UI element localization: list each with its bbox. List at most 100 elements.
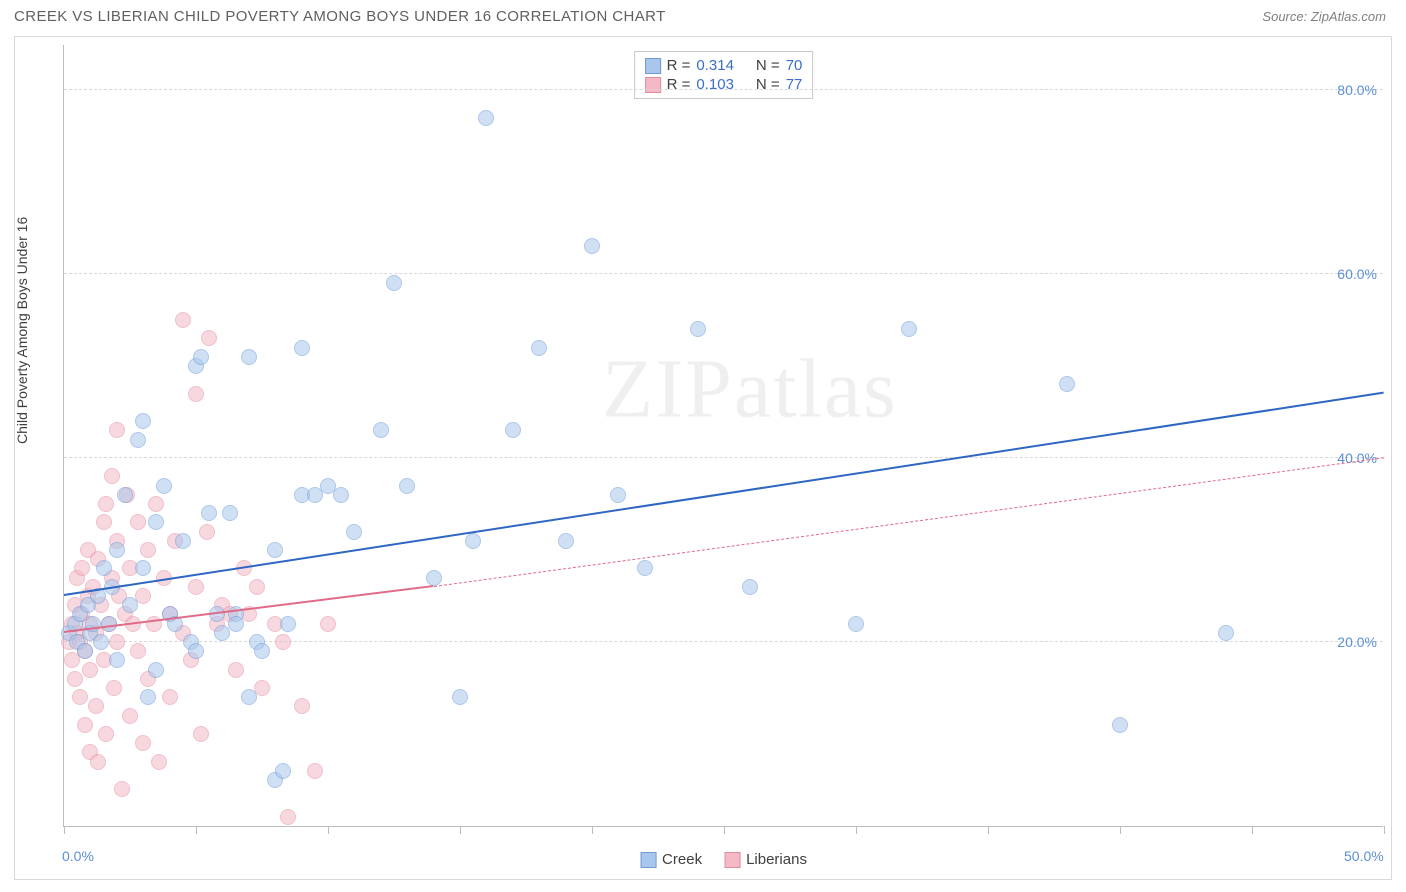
data-point <box>93 634 109 650</box>
data-point <box>294 340 310 356</box>
data-point <box>188 579 204 595</box>
data-point <box>333 487 349 503</box>
data-point <box>67 671 83 687</box>
x-tick <box>64 826 65 834</box>
data-point <box>77 643 93 659</box>
data-point <box>294 698 310 714</box>
data-point <box>399 478 415 494</box>
correlation-legend: R =0.314N =70R =0.103N =77 <box>634 51 814 99</box>
data-point <box>901 321 917 337</box>
data-point <box>122 708 138 724</box>
legend-row: R = 0.103 N = 77 <box>645 75 803 94</box>
legend-n-value: 77 <box>786 76 803 93</box>
x-tick <box>1120 826 1121 834</box>
data-point <box>130 432 146 448</box>
legend-swatch <box>724 852 740 868</box>
data-point <box>478 110 494 126</box>
data-point <box>228 662 244 678</box>
gridline <box>64 89 1383 90</box>
data-point <box>114 781 130 797</box>
data-point <box>156 478 172 494</box>
data-point <box>148 662 164 678</box>
source-label: Source: <box>1262 9 1307 24</box>
legend-item: Liberians <box>724 851 807 868</box>
data-point <box>130 643 146 659</box>
data-point <box>320 616 336 632</box>
data-point <box>531 340 547 356</box>
data-point <box>104 468 120 484</box>
data-point <box>98 496 114 512</box>
data-point <box>146 616 162 632</box>
data-point <box>77 717 93 733</box>
data-point <box>465 533 481 549</box>
data-point <box>140 689 156 705</box>
data-point <box>96 514 112 530</box>
data-point <box>135 413 151 429</box>
chart-title: CREEK VS LIBERIAN CHILD POVERTY AMONG BO… <box>14 8 666 25</box>
data-point <box>346 524 362 540</box>
data-point <box>122 597 138 613</box>
data-point <box>505 422 521 438</box>
data-point <box>254 643 270 659</box>
x-tick <box>724 826 725 834</box>
data-point <box>109 634 125 650</box>
data-point <box>742 579 758 595</box>
x-tick <box>1252 826 1253 834</box>
data-point <box>74 560 90 576</box>
data-point <box>175 312 191 328</box>
legend-r-label: R = <box>667 76 691 93</box>
legend-swatch <box>640 852 656 868</box>
data-point <box>193 726 209 742</box>
legend-r-value: 0.103 <box>696 76 734 93</box>
data-point <box>117 487 133 503</box>
watermark: ZIPatlas <box>602 340 898 437</box>
data-point <box>426 570 442 586</box>
data-point <box>109 542 125 558</box>
y-tick-label: 80.0% <box>1337 82 1377 98</box>
legend-r-label: R = <box>667 57 691 74</box>
data-point <box>72 689 88 705</box>
data-point <box>275 634 291 650</box>
legend-series-name: Liberians <box>746 851 807 868</box>
data-point <box>199 524 215 540</box>
data-point <box>130 514 146 530</box>
x-tick <box>196 826 197 834</box>
legend-r-value: 0.314 <box>696 57 734 74</box>
legend-n-label: N = <box>756 76 780 93</box>
data-point <box>1059 376 1075 392</box>
data-point <box>96 560 112 576</box>
data-point <box>241 349 257 365</box>
data-point <box>1218 625 1234 641</box>
source-attribution: Source: ZipAtlas.com <box>1262 9 1386 24</box>
source-link[interactable]: ZipAtlas.com <box>1311 9 1386 24</box>
x-tick <box>1384 826 1385 834</box>
x-tick <box>460 826 461 834</box>
gridline <box>64 273 1383 274</box>
chart-container: Child Poverty Among Boys Under 16 ZIPatl… <box>14 36 1392 880</box>
data-point <box>193 349 209 365</box>
data-point <box>558 533 574 549</box>
data-point <box>690 321 706 337</box>
data-point <box>249 579 265 595</box>
data-point <box>88 698 104 714</box>
y-tick-label: 20.0% <box>1337 634 1377 650</box>
data-point <box>386 275 402 291</box>
legend-n-label: N = <box>756 57 780 74</box>
x-tick <box>856 826 857 834</box>
data-point <box>135 735 151 751</box>
data-point <box>275 763 291 779</box>
data-point <box>280 809 296 825</box>
y-tick-label: 60.0% <box>1337 266 1377 282</box>
data-point <box>106 680 122 696</box>
y-axis-title: Child Poverty Among Boys Under 16 <box>14 216 30 443</box>
data-point <box>201 330 217 346</box>
series-legend: Creek Liberians <box>640 851 807 868</box>
data-point <box>135 588 151 604</box>
legend-item: Creek <box>640 851 702 868</box>
data-point <box>175 533 191 549</box>
data-point <box>140 542 156 558</box>
data-point <box>148 496 164 512</box>
data-point <box>222 505 238 521</box>
legend-series-name: Creek <box>662 851 702 868</box>
x-tick <box>328 826 329 834</box>
